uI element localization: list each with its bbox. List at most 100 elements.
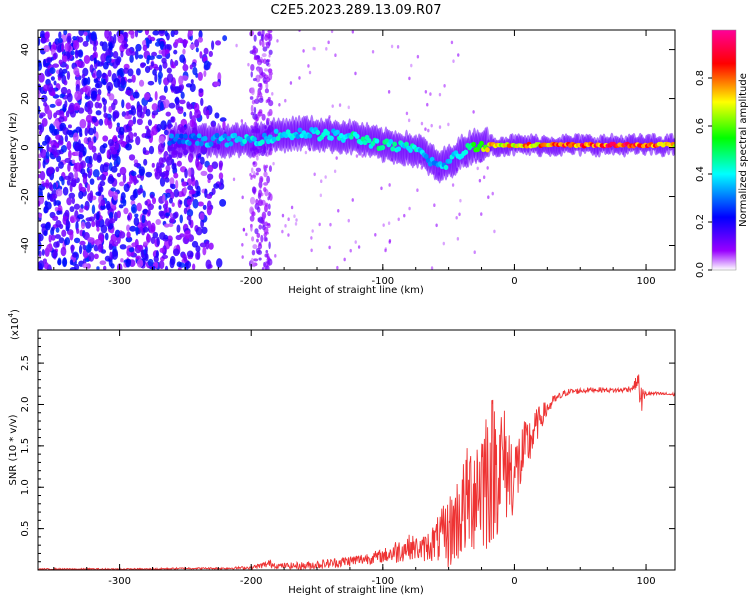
spectrogram-cell — [109, 218, 116, 224]
spectrogram-cell — [216, 258, 223, 268]
spectrogram-cell — [267, 210, 272, 217]
spectrogram-cell — [206, 173, 214, 180]
spectrogram-cell — [261, 192, 264, 197]
spectrogram-cell — [52, 182, 57, 190]
spectrogram-cell — [45, 201, 52, 210]
spectrogram-cell — [127, 119, 134, 127]
spectrogram-cell — [126, 224, 131, 232]
spectrogram-cell — [261, 266, 265, 270]
spectrogram-cell — [151, 110, 159, 116]
spectrogram-cell — [176, 160, 182, 167]
spectrogram-cell — [46, 243, 53, 252]
spectrogram-cell — [134, 49, 139, 60]
spectrogram-cell — [70, 216, 75, 224]
spectrogram-cell — [331, 104, 334, 108]
spectrogram-cell — [362, 139, 368, 146]
spectrogram-cell — [222, 35, 228, 42]
spectrogram-cell — [108, 257, 113, 267]
spectrogram-cell — [269, 193, 273, 201]
spectrogram-cell — [267, 111, 271, 117]
spectrogram-cell — [105, 55, 112, 64]
spectrogram-cell — [187, 167, 192, 177]
spectrogram-cell — [125, 143, 132, 151]
spectrogram-cell — [310, 248, 313, 253]
spectrogram-cell — [238, 136, 244, 143]
snr-panel: -300 -200 -100 0 100 0.5 1.0 1.5 2.0 2.5 Height o… — [7, 309, 676, 596]
spectrogram-cell — [38, 160, 41, 170]
spectrogram-cell — [121, 99, 125, 109]
spectrogram-cell — [261, 53, 267, 58]
spectrogram-cell — [166, 67, 172, 74]
spectrogram-cell — [147, 203, 154, 211]
spectrogram-cell — [110, 228, 115, 234]
spectrogram-cell — [264, 221, 268, 226]
spectrogram-cell — [174, 96, 180, 105]
spectrogram-cell — [134, 30, 139, 38]
spectrogram-cell — [88, 127, 95, 136]
spectrogram-cell — [264, 253, 269, 258]
spectrogram-cell — [265, 138, 271, 145]
spectrogram-cell — [251, 48, 256, 55]
snr-series-line — [38, 374, 675, 570]
spectrogram-cell — [315, 129, 321, 135]
spectrogram-cell — [438, 125, 442, 129]
spectrogram-cell — [158, 205, 162, 210]
spectrogram-cell — [205, 240, 210, 250]
spectrogram-cell — [63, 30, 68, 36]
spectrogram-cell — [133, 162, 141, 168]
spectrogram-cell — [194, 109, 201, 119]
spectrogram-cell — [320, 179, 323, 183]
spectrogram-cell — [154, 73, 158, 83]
spectrogram-cell — [107, 139, 114, 147]
spectrogram-cell — [60, 43, 65, 53]
spectrogram-cell — [256, 68, 259, 72]
spectrogram-cell — [451, 183, 455, 187]
spectrogram-cell — [343, 257, 346, 262]
spectrogram-cell — [264, 88, 269, 94]
spectrogram-cell — [132, 116, 137, 125]
spectrogram-cell — [156, 236, 160, 247]
spectrogram-cell — [72, 132, 79, 142]
spectrogram-cell — [218, 160, 224, 168]
spectrogram-cell — [182, 38, 187, 49]
spectrogram-cell — [295, 133, 301, 139]
spectrogram-cell — [70, 50, 75, 56]
spectrogram-cell — [125, 236, 133, 243]
spectrogram-cell — [99, 180, 106, 187]
spectrogram-cell — [388, 138, 394, 145]
spectrogram-cell — [250, 257, 255, 266]
spectrogram-cell — [426, 102, 429, 107]
spectrogram-cell — [135, 135, 141, 146]
spectrogram-cell — [54, 206, 59, 212]
spectrogram-cell — [72, 36, 77, 41]
spectrogram-cell — [263, 182, 269, 186]
spectrogram-cell — [93, 126, 97, 134]
spectrogram-cell — [61, 229, 67, 237]
spectrogram-cell — [74, 162, 82, 172]
spectrogram-cell — [297, 127, 303, 133]
spectrogram-cell — [125, 110, 130, 116]
spectrogram-cell — [52, 193, 58, 200]
spectrogram-cell — [403, 213, 406, 218]
spectrogram-cell — [195, 157, 200, 168]
spectrogram-cell — [166, 73, 174, 83]
spectrogram-cell — [429, 92, 432, 96]
spectrogram-cell — [197, 201, 204, 207]
spectrogram-cell — [50, 234, 56, 241]
spectrogram-cell — [66, 129, 73, 136]
spectrogram-cell — [116, 156, 121, 166]
spectrogram-cell — [125, 134, 131, 144]
spectrogram-cell — [182, 63, 189, 72]
spectrogram-cell — [175, 133, 180, 139]
spectrogram-cell — [267, 96, 271, 101]
spectrogram-cell — [38, 142, 41, 151]
spectrogram-cell — [250, 104, 254, 113]
spectrogram-cell — [102, 135, 109, 142]
spectrogram-cell — [127, 68, 134, 77]
spectrogram-cell — [86, 183, 91, 193]
spectrogram-cell — [127, 214, 131, 221]
spectrogram-cell — [319, 193, 323, 198]
spectrogram-cell — [99, 260, 107, 266]
spectrogram-cell — [144, 132, 151, 137]
